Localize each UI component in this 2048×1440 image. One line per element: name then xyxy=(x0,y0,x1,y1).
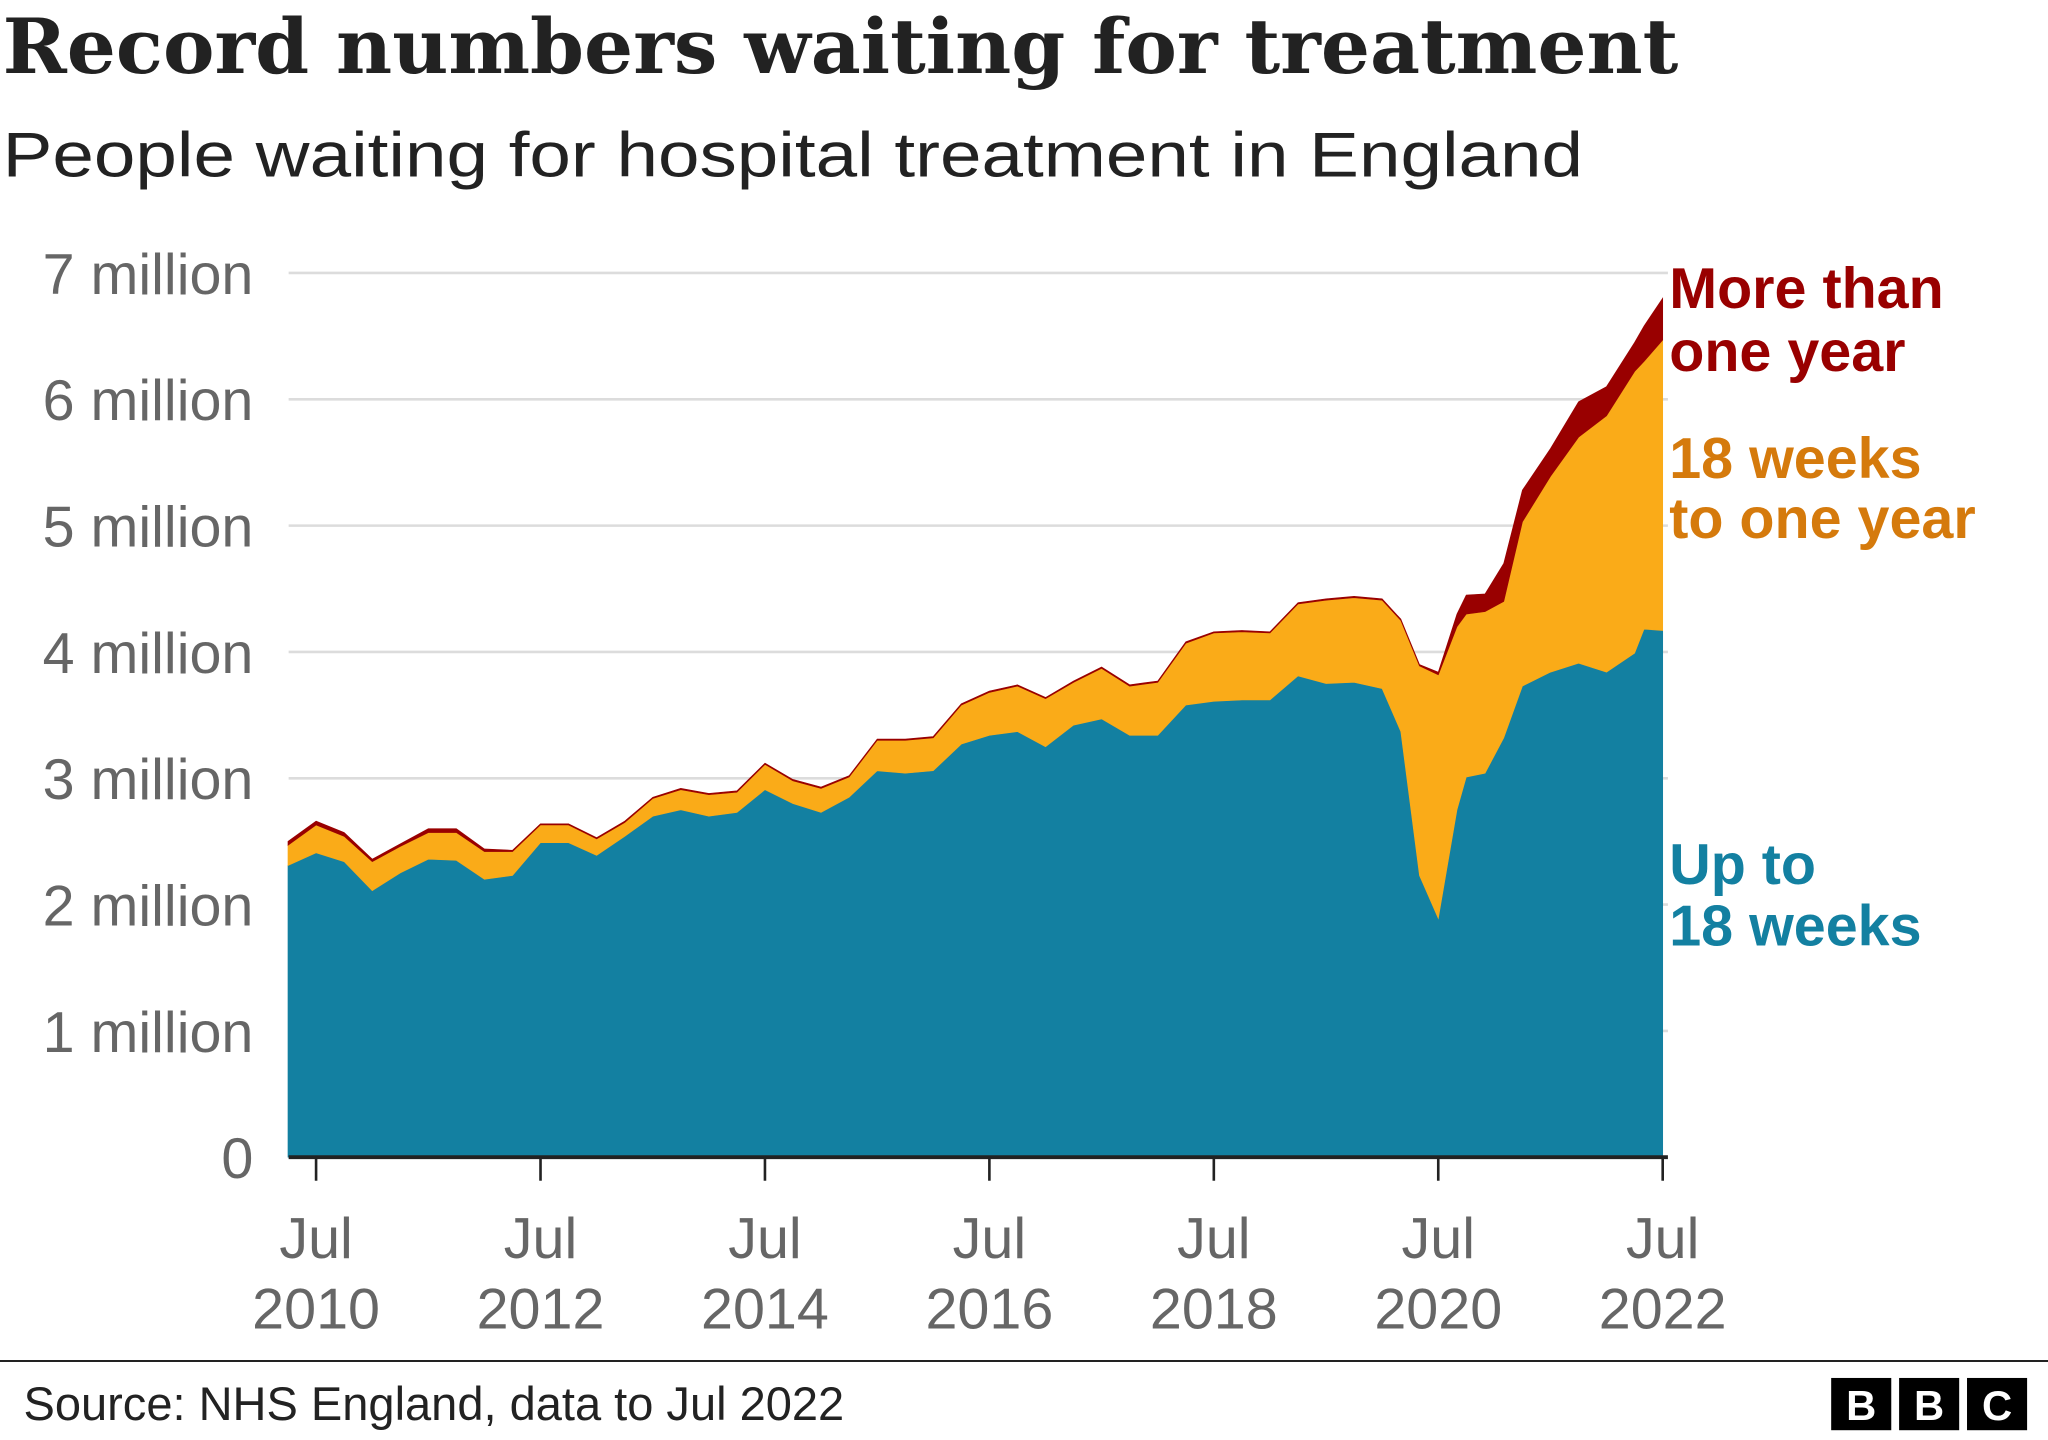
series-label: one year xyxy=(1669,320,1905,384)
x-tick-month: Jul xyxy=(1402,1207,1475,1271)
x-tick-year: 2016 xyxy=(925,1277,1053,1341)
series-label: More than xyxy=(1669,257,1944,321)
series-label: 18 weeks xyxy=(1669,895,1921,959)
y-tick-label: 5 million xyxy=(43,496,254,560)
svg-text:B: B xyxy=(1914,1382,1944,1429)
x-tick-year: 2010 xyxy=(252,1277,380,1341)
axes: Jul2010Jul2012Jul2014Jul2016Jul2018Jul20… xyxy=(252,1155,1727,1341)
x-tick-month: Jul xyxy=(728,1207,801,1271)
source-note: Source: NHS England, data to Jul 2022 xyxy=(24,1377,845,1430)
series-label: 18 weeks xyxy=(1669,427,1921,491)
x-tick-month: Jul xyxy=(279,1207,352,1271)
area-more-than-one-year xyxy=(287,297,1664,863)
x-tick-year: 2014 xyxy=(701,1277,829,1341)
y-tick-label: 4 million xyxy=(43,622,254,686)
y-tick-label: 6 million xyxy=(43,369,254,433)
x-tick-month: Jul xyxy=(1177,1207,1250,1271)
x-tick-year: 2020 xyxy=(1374,1277,1502,1341)
y-tick-label: 2 million xyxy=(43,874,254,938)
x-tick-year: 2012 xyxy=(477,1277,605,1341)
x-tick-month: Jul xyxy=(953,1207,1026,1271)
y-tick-label: 1 million xyxy=(43,1001,254,1065)
x-tick-year: 2018 xyxy=(1150,1277,1278,1341)
chart-subtitle: People waiting for hospital treatment in… xyxy=(3,120,1583,190)
svg-text:B: B xyxy=(1846,1382,1876,1429)
gridlines: 0 1 million 2 million 3 million 4 million 5 m… xyxy=(43,243,1668,1191)
bbc-logo: B B C xyxy=(1831,1377,2028,1431)
y-tick-label: 0 xyxy=(221,1127,253,1191)
y-tick-label: 7 million xyxy=(43,243,254,307)
x-tick-year: 2022 xyxy=(1599,1277,1727,1341)
chart-title: Record numbers waiting for treatment xyxy=(3,2,1679,91)
series-label: Up to xyxy=(1669,833,1816,897)
y-tick-label: 3 million xyxy=(43,748,254,812)
stacked-areas xyxy=(287,297,1664,1158)
series-label: to one year xyxy=(1669,487,1976,551)
x-tick-month: Jul xyxy=(1626,1207,1699,1271)
x-tick-month: Jul xyxy=(504,1207,577,1271)
svg-text:C: C xyxy=(1982,1382,2012,1429)
